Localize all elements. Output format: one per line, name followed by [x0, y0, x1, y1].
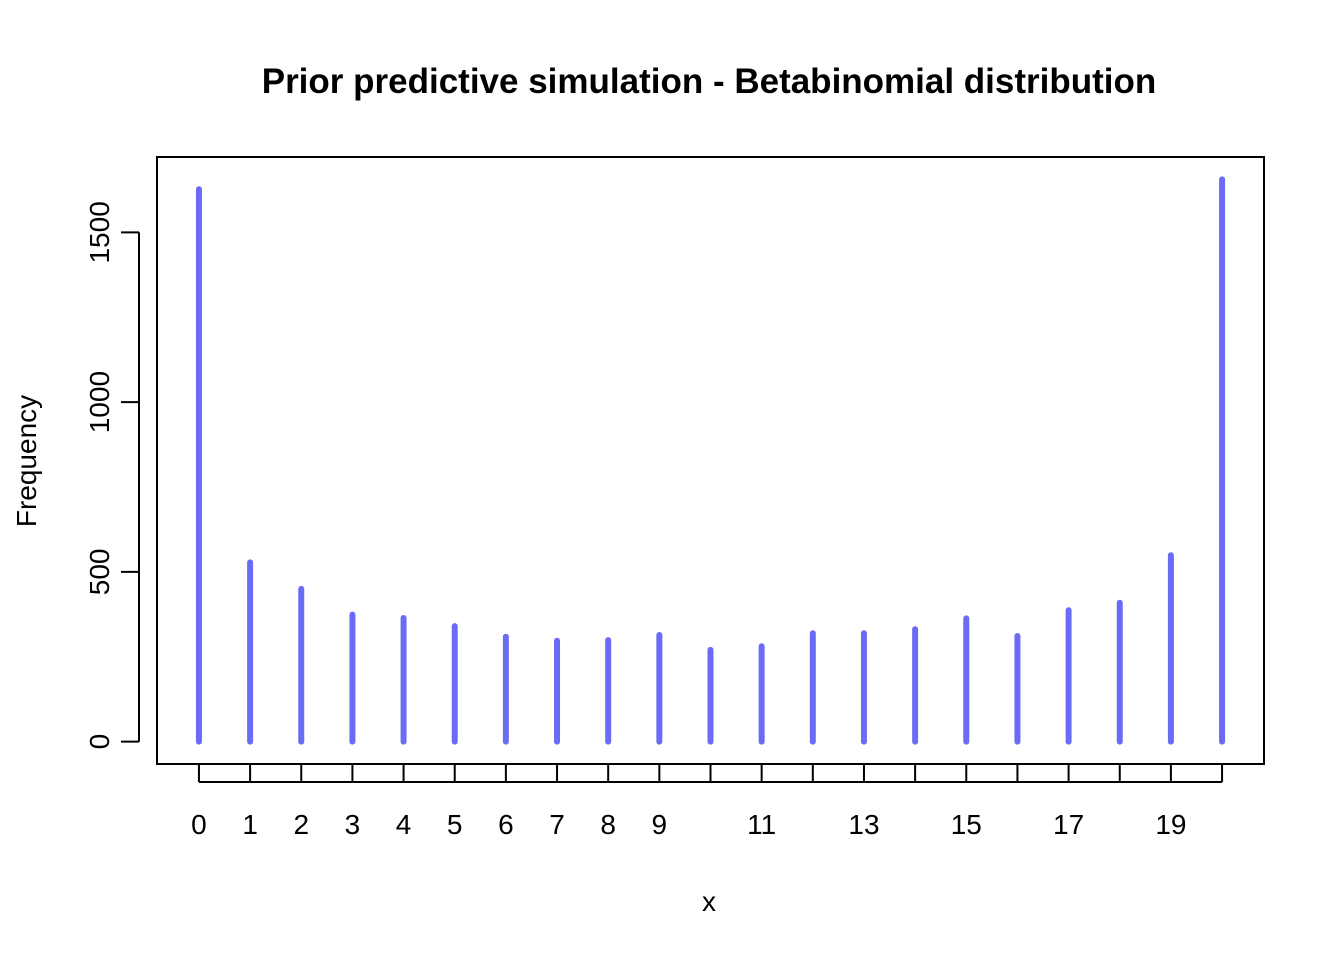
x-tick-label: 13 [848, 809, 879, 840]
x-tick-label: 1 [242, 809, 258, 840]
x-tick-label: 17 [1053, 809, 1084, 840]
y-tick-label: 500 [84, 548, 115, 595]
x-tick-label: 8 [600, 809, 616, 840]
bars [195, 176, 1226, 745]
x-tick-label: 3 [345, 809, 361, 840]
x-tick-label: 7 [549, 809, 565, 840]
x-tick-label: 5 [447, 809, 463, 840]
x-tick-label: 11 [747, 809, 776, 840]
x-tick-label: 4 [396, 809, 412, 840]
x-tick-label: 15 [951, 809, 982, 840]
x-tick-label: 19 [1155, 809, 1186, 840]
y-tick-label: 1000 [84, 371, 115, 433]
x-tick-label: 0 [191, 809, 207, 840]
x-tick-label: 2 [293, 809, 309, 840]
y-axis: 0 500 1000 1500 [84, 201, 140, 750]
x-tick-label: 6 [498, 809, 514, 840]
y-tick-label: 1500 [84, 201, 115, 263]
y-tick-label: 0 [84, 734, 115, 750]
x-axis: 0 1 2 3 4 5 6 7 8 9 11 13 15 17 19 [191, 764, 1224, 840]
y-axis-label: Frequency [11, 395, 42, 527]
chart-title: Prior predictive simulation - Betabinomi… [262, 62, 1157, 101]
x-axis-label: x [702, 886, 716, 917]
plot-frame [156, 156, 1265, 765]
x-tick-label: 9 [652, 809, 668, 840]
